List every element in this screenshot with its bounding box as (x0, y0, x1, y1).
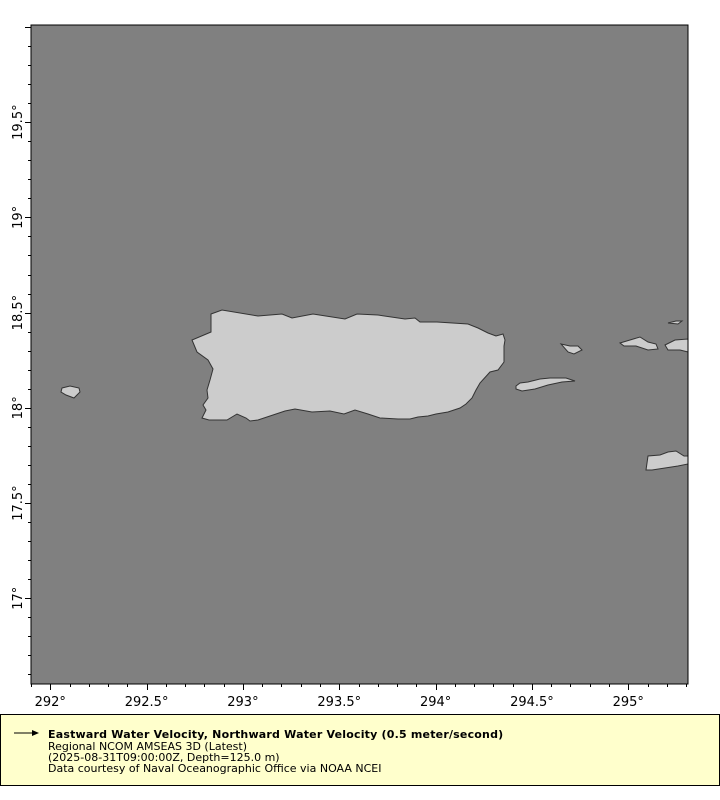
lat-tick-label: 17.5° (11, 485, 26, 520)
lon-tick-label: 295° (613, 695, 644, 710)
lon-tick-label: 294.5° (510, 695, 554, 710)
lon-tick-label: 292.5° (125, 695, 169, 710)
lon-tick-label: 292° (35, 695, 66, 710)
lat-tick-label: 18° (11, 396, 26, 419)
islet (667, 320, 684, 325)
lat-tick-label: 19.5° (11, 104, 26, 139)
lat-tick-label: 17° (11, 587, 26, 610)
lon-axis: 292° 292.5° 293° 293.5° 294° 294.5° 295° (35, 695, 644, 710)
mona-island (60, 385, 81, 399)
legend: Eastward Water Velocity, Northward Water… (0, 714, 720, 786)
land (60, 309, 689, 471)
lon-tick-label: 293° (227, 695, 258, 710)
lat-tick-label: 18.5° (11, 295, 26, 330)
axis-ticks (25, 27, 687, 690)
legend-title: Eastward Water Velocity, Northward Water… (48, 728, 504, 741)
culebra (559, 343, 583, 355)
map: 292° 292.5° 293° 293.5° 294° 294.5° 295° 17°17… (11, 24, 689, 710)
legend-constraints: (2025-08-31T09:00:00Z, Depth=125.0 m) (48, 751, 280, 764)
lat-axis: 17° 17.5° 18° 18.5° 19° 19.5° (11, 104, 26, 609)
lat-tick-label: 19° (11, 206, 26, 229)
st-croix (645, 450, 689, 471)
lon-tick-label: 293.5° (317, 695, 361, 710)
vieques (515, 377, 576, 392)
puerto-rico (191, 309, 506, 422)
legend-dataset: Regional NCOM AMSEAS 3D (Latest) (48, 740, 247, 753)
legend-credit: Data courtesy of Naval Oceanographic Off… (48, 762, 382, 775)
st-thomas (618, 336, 659, 351)
lon-tick-label: 294° (420, 695, 451, 710)
vector-arrow-icon (14, 730, 39, 736)
